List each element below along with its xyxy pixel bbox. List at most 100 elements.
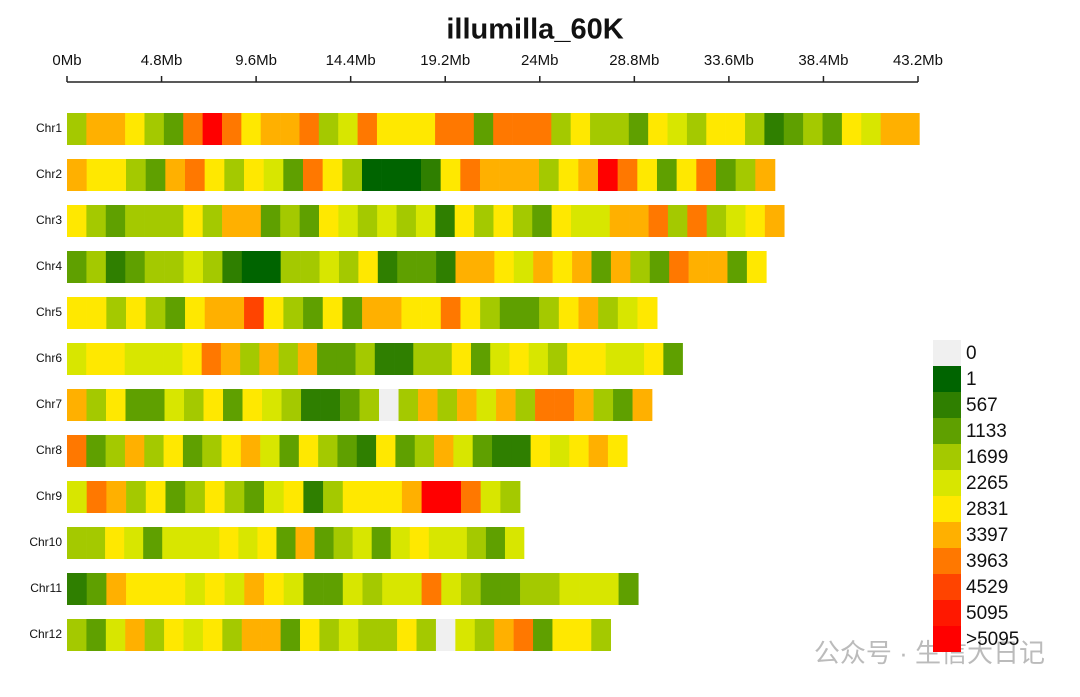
density-bin <box>519 159 540 191</box>
density-bin <box>669 251 689 283</box>
density-bin <box>342 297 363 329</box>
density-bin <box>276 527 296 559</box>
density-bin <box>649 251 670 283</box>
density-bin <box>222 619 243 651</box>
density-bin <box>492 435 512 467</box>
density-bin <box>688 251 709 283</box>
density-bin <box>397 251 417 283</box>
density-bin <box>428 527 449 559</box>
density-bin <box>362 297 383 329</box>
density-bin <box>558 297 579 329</box>
density-bin <box>124 435 145 467</box>
chromosome-label: Chr8 <box>36 443 62 457</box>
density-bin <box>283 159 304 191</box>
density-bin <box>318 435 338 467</box>
density-bin <box>397 619 417 651</box>
density-bin <box>263 481 284 513</box>
density-bin <box>764 205 785 237</box>
density-bin <box>512 205 533 237</box>
density-bin <box>86 251 107 283</box>
density-bin <box>454 205 475 237</box>
density-bin <box>224 481 245 513</box>
density-bin <box>628 113 649 145</box>
density-bin <box>219 527 239 559</box>
density-bin <box>511 435 531 467</box>
density-bin <box>358 251 379 283</box>
density-bin <box>496 389 516 421</box>
density-bin <box>182 343 202 375</box>
density-bin <box>105 435 126 467</box>
density-bin <box>416 619 437 651</box>
density-bin <box>241 205 262 237</box>
chart-title: illumilla_60K <box>446 14 623 46</box>
chromosome-label: Chr7 <box>36 397 62 411</box>
density-bin <box>295 527 315 559</box>
density-bin <box>617 159 638 191</box>
density-bin <box>535 389 555 421</box>
chromosome-label: Chr1 <box>36 121 62 135</box>
density-bin <box>86 619 107 651</box>
density-bin <box>376 113 397 145</box>
density-bin <box>144 619 165 651</box>
density-bin <box>539 573 560 605</box>
density-bin <box>244 481 265 513</box>
density-bin <box>494 251 515 283</box>
density-bin <box>500 481 521 513</box>
density-bin <box>591 251 612 283</box>
density-bin <box>262 389 282 421</box>
density-bin <box>414 435 435 467</box>
density-bin <box>244 573 265 605</box>
density-bin <box>261 251 281 283</box>
density-bin <box>124 527 144 559</box>
density-bin <box>106 389 126 421</box>
x-tick-label: 9.6Mb <box>235 52 277 69</box>
density-bin <box>519 297 540 329</box>
legend-swatch <box>933 444 961 470</box>
density-bin <box>396 205 417 237</box>
density-bin <box>202 435 222 467</box>
density-bin <box>382 481 403 513</box>
density-bin <box>201 343 222 375</box>
density-bin <box>302 159 323 191</box>
density-bin <box>532 205 552 237</box>
density-bin <box>396 113 417 145</box>
density-bin <box>453 435 473 467</box>
legend-swatch <box>933 496 961 522</box>
density-bin <box>648 205 669 237</box>
density-bin <box>416 251 437 283</box>
x-tick-label: 24Mb <box>521 52 559 69</box>
chromosome-label: Chr5 <box>36 305 62 319</box>
density-bin <box>609 205 630 237</box>
density-bin <box>86 113 107 145</box>
x-tick-label: 14.4Mb <box>326 52 376 69</box>
density-bin <box>588 435 609 467</box>
density-bin <box>105 251 126 283</box>
density-bin <box>549 435 570 467</box>
density-bin <box>607 435 628 467</box>
density-bin <box>202 251 223 283</box>
density-bin <box>472 435 493 467</box>
density-bin <box>280 113 300 145</box>
density-bin <box>644 343 664 375</box>
density-bin <box>617 297 638 329</box>
density-bin <box>569 435 589 467</box>
density-bin <box>357 205 378 237</box>
density-bin <box>106 297 127 329</box>
density-bin <box>202 113 223 145</box>
density-bin <box>447 527 468 559</box>
density-bin <box>183 619 204 651</box>
density-bin <box>513 251 534 283</box>
density-bin <box>300 251 320 283</box>
density-bin <box>322 297 343 329</box>
density-bin <box>86 297 107 329</box>
legend-swatch <box>933 626 961 652</box>
density-bin <box>299 205 320 237</box>
density-bin <box>165 481 186 513</box>
density-bin <box>803 113 823 145</box>
density-bin <box>204 297 225 329</box>
density-bin <box>480 573 501 605</box>
density-bin <box>86 527 106 559</box>
density-bin <box>163 343 183 375</box>
density-bin <box>164 251 184 283</box>
chromosome-label: Chr12 <box>29 627 62 641</box>
